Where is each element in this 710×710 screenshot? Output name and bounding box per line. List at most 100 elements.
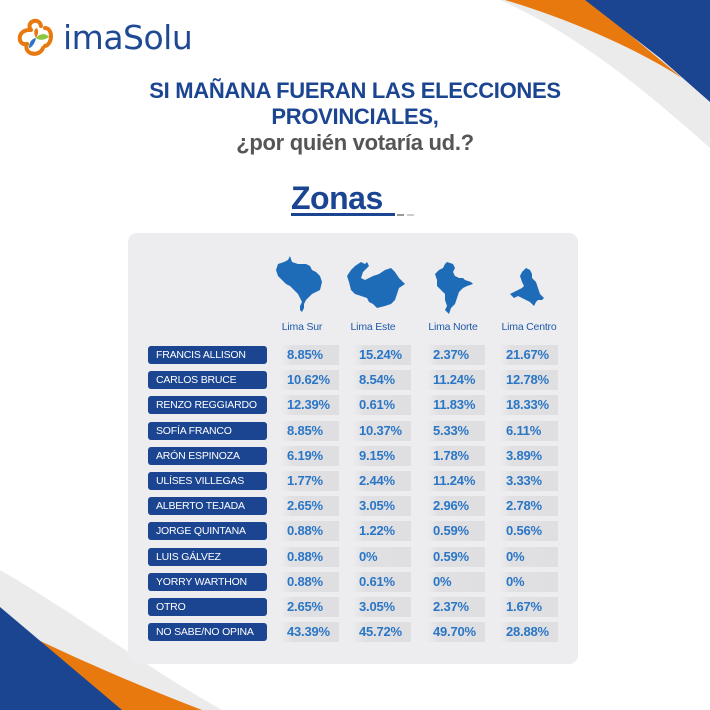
value-cell-background [353,471,411,491]
value-cell-background [353,446,411,466]
lima-este-map-icon [347,262,405,308]
column-header-lima-norte: Lima Norte [428,321,478,333]
value-cell: 1.22% [359,523,395,538]
value-cell: 3.89% [506,448,542,463]
value-cell: 8.54% [359,372,395,387]
column-header-lima-este: Lima Este [350,321,396,333]
value-cell: 11.24% [433,372,476,387]
value-cell-background [353,421,411,441]
value-cell: 6.11% [506,423,542,438]
value-cell: 2.78% [506,498,542,513]
value-cell: 0.88% [287,549,323,564]
row-label: JORGE QUINTANA [148,522,267,540]
value-cell-background [427,521,485,541]
value-cell-background [353,597,411,617]
value-cell-background [281,572,339,592]
value-cell-background [353,496,411,516]
value-cell: 21.67% [506,347,549,362]
value-cell-background [353,572,411,592]
value-cell-background [427,547,485,567]
row-label: ARÓN ESPINOZA [148,447,267,465]
value-cell: 0.59% [433,523,469,538]
value-cell-background [500,370,558,390]
value-cell: 28.88% [506,624,549,639]
value-cell-background [427,622,485,642]
row-label: NO SABE/NO OPINA [148,623,267,641]
value-cell: 1.77% [287,473,323,488]
value-cell: 0% [359,549,378,564]
value-cell-background [500,446,558,466]
value-cell-background [353,370,411,390]
value-cell-background [353,622,411,642]
value-cell: 0.59% [433,549,469,564]
value-cell: 5.33% [433,423,469,438]
row-label: LUIS GÁLVEZ [148,548,267,566]
row-label: SOFÍA FRANCO [148,422,267,440]
value-cell-background [500,471,558,491]
row-label: FRANCIS ALLISON [148,346,267,364]
value-cell-background [427,597,485,617]
value-cell-background [427,572,485,592]
value-cell: 3.05% [359,599,395,614]
brand-name: imaSolu [63,18,193,57]
value-cell: 6.19% [287,448,323,463]
value-cell: 11.83% [433,397,476,412]
value-cell-background [281,446,339,466]
value-cell: 1.67% [506,599,542,614]
value-cell: 0.61% [359,574,395,589]
value-cell: 11.24% [433,473,476,488]
row-label: ULÍSES VILLEGAS [148,472,267,490]
value-cell-background [281,597,339,617]
imasolu-flower-logo-icon [17,18,53,56]
value-cell-background [353,521,411,541]
title-line-2: PROVINCIALES, [271,104,439,129]
value-cell: 2.37% [433,347,469,362]
heading-underline-dash [407,214,414,216]
value-cell-background [427,395,485,415]
value-cell-background [353,345,411,365]
row-label: OTRO [148,598,267,616]
value-cell: 0.88% [287,574,323,589]
value-cell-background [500,597,558,617]
value-cell: 10.37% [359,423,402,438]
value-cell: 8.85% [287,423,323,438]
value-cell: 45.72% [359,624,402,639]
lima-sur-map-icon [276,256,322,312]
lima-centro-map-icon [510,268,544,306]
value-cell-background [500,521,558,541]
row-label: YORRY WARTHON [148,573,267,591]
brand-logo: imaSolu [17,18,193,58]
row-label: RENZO REGGIARDO [148,396,267,414]
value-cell-background [281,370,339,390]
value-cell-background [427,421,485,441]
value-cell-background [427,370,485,390]
value-cell-background [281,547,339,567]
value-cell: 2.65% [287,498,323,513]
value-cell: 0% [433,574,452,589]
value-cell-background [281,395,339,415]
value-cell-background [427,345,485,365]
heading-underline [291,213,395,216]
value-cell: 43.39% [287,624,330,639]
row-label: ALBERTO TEJADA [148,497,267,515]
value-cell-background [281,496,339,516]
value-cell: 2.65% [287,599,323,614]
value-cell: 8.85% [287,347,323,362]
value-cell-background [500,345,558,365]
value-cell-background [353,547,411,567]
value-cell-background [353,395,411,415]
value-cell-background [500,622,558,642]
value-cell-background [281,521,339,541]
value-cell: 0.61% [359,397,395,412]
value-cell-background [281,471,339,491]
value-cell: 0% [506,549,525,564]
value-cell-background [500,496,558,516]
value-cell-background [427,446,485,466]
value-cell-background [500,547,558,567]
value-cell-background [281,421,339,441]
value-cell: 10.62% [287,372,330,387]
column-header-lima-centro: Lima Centro [501,321,557,333]
value-cell: 3.05% [359,498,395,513]
row-label: CARLOS BRUCE [148,371,267,389]
value-cell-background [281,622,339,642]
